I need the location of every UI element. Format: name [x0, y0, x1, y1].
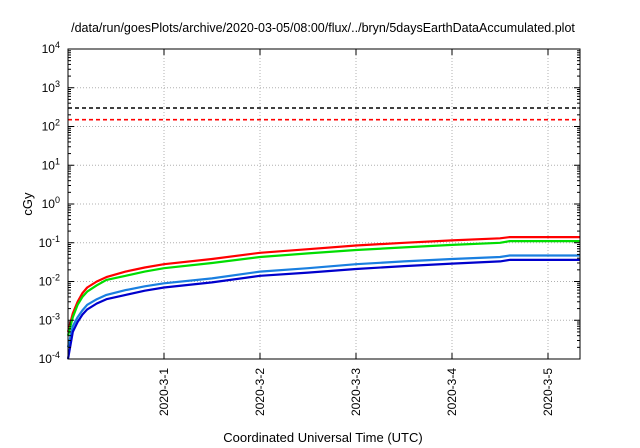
data-series — [66, 236, 580, 360]
x-axis-label: Coordinated Universal Time (UTC) — [223, 430, 422, 445]
y-tick-label: 10-4 — [39, 350, 60, 366]
y-axis-label: cGy — [20, 192, 35, 216]
series-line — [66, 240, 580, 336]
y-tick-label: 102 — [42, 118, 60, 134]
y-tick-label: 101 — [42, 156, 60, 172]
y-tick-label: 10-2 — [39, 273, 60, 289]
x-axis-ticks: 2020-3-1 2020-3-2 2020-3-3 2020-3-4 2020-3-5 — [157, 49, 555, 416]
y-tick-label: 100 — [42, 195, 60, 211]
series-line — [66, 258, 580, 360]
x-tick-label: 2020-3-3 — [349, 368, 363, 416]
series-line — [66, 254, 580, 348]
y-tick-label: 10-1 — [39, 234, 60, 250]
x-tick-label: 2020-3-5 — [541, 368, 555, 416]
y-axis-ticks: 10-4 10-3 10-2 10-1 100 101 102 103 104 — [39, 40, 580, 366]
x-tick-label: 2020-3-2 — [253, 368, 267, 416]
y-tick-label: 104 — [42, 40, 60, 56]
y-tick-label: 103 — [42, 79, 60, 95]
x-tick-label: 2020-3-4 — [445, 368, 459, 416]
series-line — [66, 236, 580, 333]
chart-title: /data/run/goesPlots/archive/2020-03-05/0… — [71, 21, 575, 35]
threshold-lines — [68, 107, 580, 121]
y-tick-label: 10-3 — [39, 311, 60, 327]
x-tick-label: 2020-3-1 — [157, 368, 171, 416]
grid-lines — [68, 49, 580, 359]
